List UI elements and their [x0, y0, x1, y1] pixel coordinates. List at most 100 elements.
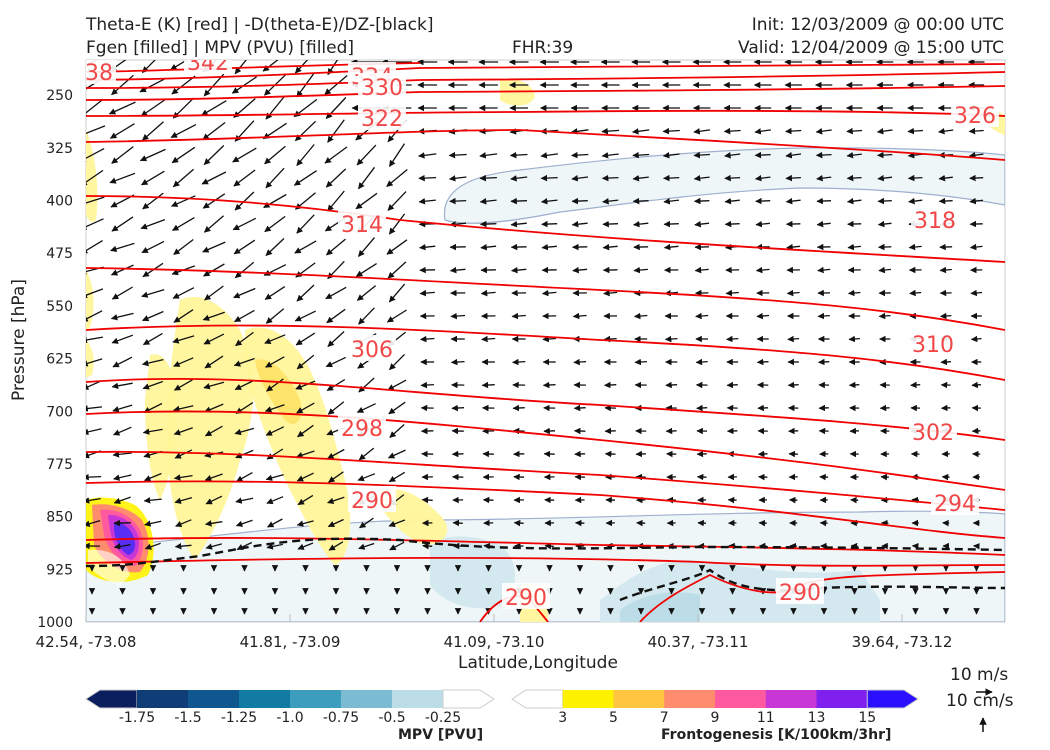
wind-vector [172, 335, 195, 344]
wind-vector [418, 198, 436, 205]
mpv-colorbar-tick: -0.5 [378, 710, 405, 726]
wind-vector [601, 127, 620, 135]
title-line2: Fgen [filled] | MPV (PVU) [filled] [86, 38, 355, 58]
wind-vector [387, 261, 407, 279]
wind-vector [86, 405, 103, 412]
mpv-colorbar-tick: -1.25 [221, 710, 257, 726]
y-tick-label: 475 [46, 246, 73, 262]
wind-vector [938, 197, 953, 205]
contour-label: 306 [351, 338, 393, 363]
wind-vector [726, 335, 739, 343]
wind-vector [141, 358, 164, 367]
wind-vector [602, 220, 619, 228]
wind-vector [296, 354, 315, 370]
wind-vector [419, 243, 436, 251]
wind-vector [510, 220, 527, 228]
wind-vector [968, 127, 984, 135]
contour-label-bg [348, 335, 396, 361]
wind-vector [542, 381, 556, 389]
wind-vector [109, 172, 136, 184]
wind-vector [540, 152, 558, 159]
wind-vector [236, 541, 253, 551]
wind-vector [294, 60, 309, 74]
contour-label-bg [909, 418, 957, 444]
wind-vector [969, 174, 984, 182]
wind-vector [388, 283, 406, 303]
wind-vector [939, 312, 952, 320]
wind-vector [388, 401, 406, 415]
wind-vector [326, 308, 346, 324]
wind-vector [755, 220, 770, 228]
fgen-fill-yellow [86, 270, 94, 330]
wind-vector [846, 127, 863, 135]
wind-vector [141, 60, 156, 74]
wind-vector [969, 197, 984, 205]
wind-vector [419, 289, 435, 297]
wind-vector [695, 312, 709, 320]
wind-vector [297, 494, 314, 506]
wind-vector [389, 541, 405, 551]
wind-vector [357, 473, 376, 482]
wind-vector [785, 174, 801, 182]
wind-vector [113, 426, 132, 436]
wind-vector [266, 378, 284, 392]
mpv-colorbar-swatch [239, 690, 291, 708]
wind-vector [785, 152, 802, 159]
wind-vector [632, 175, 649, 182]
theta-e-contour [86, 480, 1005, 539]
y-tick-label: 550 [46, 299, 73, 315]
contour-label: 318 [914, 209, 956, 234]
wind-vector [544, 542, 554, 550]
wind-vector [696, 404, 708, 412]
wind-vector [910, 381, 921, 389]
wind-vector [144, 472, 162, 482]
fgen-fill-yellow [167, 296, 254, 560]
wind-vector [139, 77, 167, 93]
wind-vector [663, 220, 679, 228]
wind-vector [662, 127, 680, 135]
wind-vector [541, 289, 557, 297]
wind-vector [86, 428, 102, 436]
wind-vector [877, 151, 893, 159]
wind-vector [174, 449, 193, 459]
wind-vector [111, 286, 133, 300]
wind-vector [785, 127, 802, 135]
wind-vector [754, 174, 771, 182]
wind-vector [111, 216, 134, 232]
theta-e-contour [86, 377, 1005, 441]
wind-vector [265, 473, 284, 481]
wind-vector [112, 356, 133, 368]
wind-vector [86, 148, 105, 162]
wind-vector [295, 450, 315, 459]
wind-vector [296, 144, 315, 167]
theta-e-contour [86, 71, 1005, 89]
wind-vector [108, 101, 136, 115]
wind-vector [386, 309, 407, 323]
wind-vector [296, 472, 314, 482]
wind-vector [295, 380, 316, 390]
wind-vector [479, 174, 497, 182]
fgen-colorbar-swatch [664, 690, 716, 708]
wind-vector [86, 380, 102, 390]
wind-vector [846, 197, 862, 205]
wind-vector [262, 122, 287, 140]
wind-vector [356, 403, 376, 413]
wind-vector [355, 263, 377, 277]
wind-vector [604, 381, 617, 389]
dtheta-dz-contour [86, 537, 1005, 568]
wind-vector [633, 266, 648, 274]
wind-vector [86, 336, 104, 344]
wind-vector [907, 127, 923, 135]
contour-label-bg [184, 60, 232, 74]
wind-vector [389, 353, 405, 371]
contour-label-bg [86, 60, 116, 84]
wind-vector [479, 198, 497, 205]
wind-vector [632, 197, 649, 205]
wind-vector [632, 151, 650, 159]
wind-vector [662, 152, 680, 159]
theta-e-contour [86, 267, 1005, 331]
wind-vector [511, 312, 526, 320]
wind-vector [267, 518, 283, 528]
wind-vector [817, 266, 831, 274]
mpv-colorbar-swatch [392, 690, 444, 708]
